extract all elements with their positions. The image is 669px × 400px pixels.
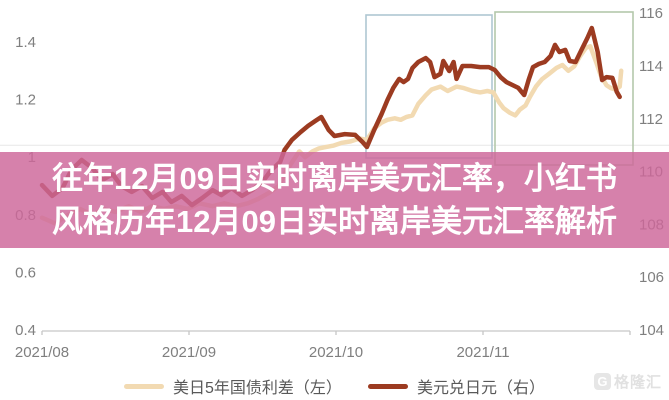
right-y-tick-label: 112 [639, 111, 663, 128]
x-tick-label: 2021/10 [309, 344, 363, 361]
right-y-tick-label: 114 [639, 58, 663, 75]
left-y-tick-label: 1.2 [15, 92, 36, 109]
watermark-text: 格隆汇 [613, 374, 662, 391]
highlight-box-1 [365, 14, 493, 159]
legend-label-usdjpy: 美元兑日元（右） [416, 380, 545, 397]
left-y-tick-label: 0.4 [15, 322, 36, 339]
x-tick-label: 2021/11 [456, 344, 509, 361]
watermark-gelonghui: G 格隆汇 [593, 371, 662, 392]
right-y-tick-label: 116 [639, 5, 663, 22]
x-tick-label: 2021/09 [162, 344, 216, 361]
left-y-tick-label: 1.4 [15, 34, 36, 51]
legend-item-usdjpy: 美元兑日元（右） [367, 374, 545, 398]
x-tick-label: 2021/08 [15, 344, 69, 361]
legend-swatch-usdjpy-icon [367, 383, 408, 389]
title-overlay-band: 往年12月09日实时离岸美元汇率，小红书 风格历年12月09日实时离岸美元汇率解… [0, 152, 669, 248]
left-y-tick-label: 0.6 [15, 264, 36, 281]
legend-item-spread: 美日5年国债利差（左） [124, 374, 342, 398]
gelonghui-logo-icon: G [593, 373, 611, 390]
right-y-tick-label: 104 [639, 322, 664, 339]
overlay-title-line2: 风格历年12月09日实时离岸美元汇率解析 [52, 204, 617, 239]
legend-label-spread: 美日5年国债利差（左） [173, 380, 342, 397]
overlay-title-line1: 往年12月09日实时离岸美元汇率，小红书 [52, 161, 617, 196]
chart-legend: 美日5年国债利差（左） 美元兑日元（右） [0, 374, 669, 398]
right-y-tick-label: 106 [639, 269, 664, 286]
legend-swatch-spread-icon [124, 383, 165, 389]
